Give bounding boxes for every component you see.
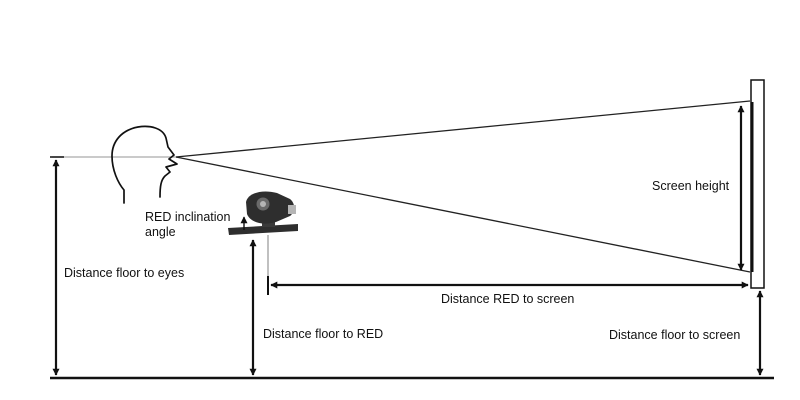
distance-floor-to-red-label: Distance floor to RED bbox=[263, 327, 384, 341]
distance-floor-to-screen-label: Distance floor to screen bbox=[609, 328, 741, 342]
distance-red-to-screen-label: Distance RED to screen bbox=[441, 292, 575, 306]
distance-floor-to-eyes-label: Distance floor to eyes bbox=[64, 266, 185, 280]
head-profile-icon bbox=[111, 125, 178, 204]
red-inclination-label-line2: angle bbox=[145, 225, 176, 239]
view-ray-bottom bbox=[175, 156, 751, 273]
view-ray-top bbox=[175, 100, 751, 158]
screen-height-label: Screen height bbox=[652, 179, 730, 193]
red-inclination-label-line1: RED inclination bbox=[145, 210, 231, 224]
eye-tracker-device-icon bbox=[228, 191, 298, 235]
